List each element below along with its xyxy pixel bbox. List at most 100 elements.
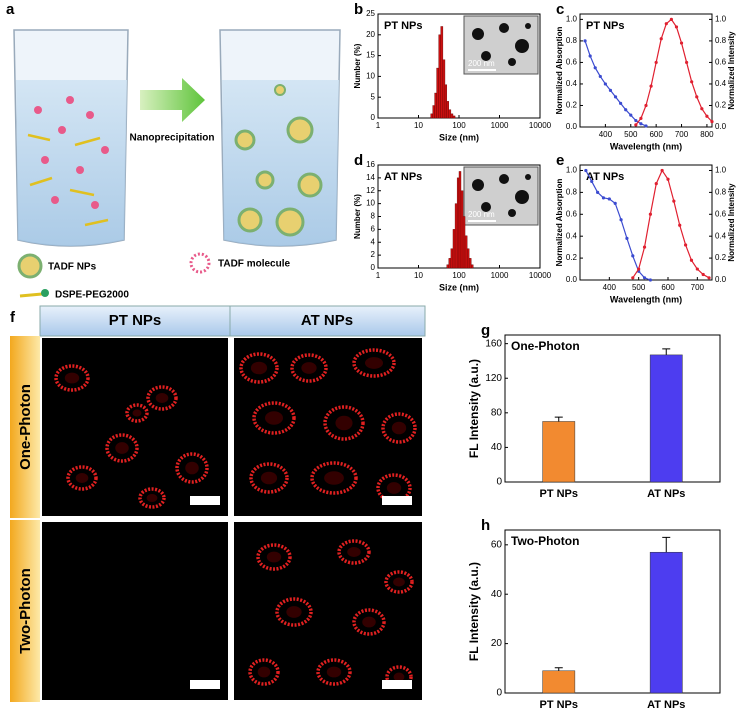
bar <box>542 421 576 483</box>
marker <box>666 177 670 181</box>
x-tick-label: 1000 <box>491 121 509 130</box>
legend-icon <box>41 289 49 297</box>
scale-bar <box>382 496 412 505</box>
chart-title: PT NPs <box>586 20 625 32</box>
plot-frame <box>579 164 713 281</box>
marker <box>613 95 618 99</box>
nucleus <box>115 442 129 454</box>
panel-label: f <box>10 309 16 326</box>
scale-bar <box>382 680 412 689</box>
y-axis-label: Number (%) <box>353 194 362 239</box>
marker <box>689 258 694 262</box>
y-tick-label: 0.6 <box>566 209 578 218</box>
y-tick-label: 1.0 <box>566 14 578 23</box>
marker <box>625 236 629 240</box>
marker <box>634 123 638 127</box>
bar <box>470 264 474 269</box>
cell <box>249 462 289 494</box>
x-tick-label: 100 <box>452 121 466 130</box>
nanoparticles <box>234 84 323 237</box>
bar <box>464 235 468 269</box>
row-header: Two-Photon <box>17 568 34 654</box>
y-tick-label: 0 <box>371 263 376 272</box>
marker <box>678 223 682 227</box>
y2-tick-label: 0.6 <box>715 58 727 67</box>
column-header: PT NPs <box>109 312 162 329</box>
marker <box>669 17 673 21</box>
molecules <box>34 96 109 209</box>
x-tick-label: 400 <box>603 283 617 292</box>
bar <box>448 109 452 119</box>
cell <box>125 403 149 423</box>
line <box>635 18 713 126</box>
y2-axis-label: Normalized Intensity <box>727 183 736 262</box>
y-tick-label: 160 <box>485 338 502 349</box>
marker <box>705 114 709 118</box>
particle <box>499 174 509 184</box>
nucleus <box>132 409 142 417</box>
nucleus <box>64 372 80 384</box>
marker <box>644 103 648 108</box>
bar <box>460 190 464 269</box>
particle <box>481 202 491 212</box>
particle <box>525 23 531 29</box>
y2-tick-label: 0.4 <box>715 231 727 240</box>
arrow <box>140 78 205 122</box>
y-tick-label: 120 <box>485 373 502 384</box>
bar <box>434 92 437 119</box>
y-tick-label: 0.2 <box>566 253 578 262</box>
header-cell <box>229 305 426 337</box>
row-cell <box>10 520 40 702</box>
y2-tick-label: 0.0 <box>715 275 727 284</box>
y2-tick-label: 1.0 <box>715 166 727 175</box>
y-axis-label: Normalized Absorption <box>555 27 564 115</box>
marker <box>672 199 676 203</box>
marker <box>624 108 628 112</box>
nucleus <box>393 577 405 587</box>
nucleus <box>365 357 383 369</box>
marker <box>664 22 668 26</box>
x-tick-label: 1 <box>376 121 381 130</box>
bar <box>649 551 683 694</box>
y-tick-label: 14 <box>366 173 375 182</box>
x-axis-label: Size (nm) <box>439 282 479 292</box>
scale-bar <box>190 496 220 505</box>
y-tick-label: 0.2 <box>566 101 578 110</box>
panel-a-illustration <box>13 29 341 298</box>
marker <box>613 201 617 205</box>
marker <box>648 278 653 282</box>
x-axis-label: Wavelength (nm) <box>610 294 682 304</box>
marker <box>684 243 688 247</box>
column-header: AT NPs <box>301 312 353 329</box>
y-tick-label: 80 <box>491 407 503 418</box>
header-cell <box>39 305 231 337</box>
particle <box>472 28 484 40</box>
cell <box>352 348 396 378</box>
particle <box>508 209 516 217</box>
marker <box>679 41 684 45</box>
marker <box>631 254 635 258</box>
marker <box>608 88 613 93</box>
bar <box>440 26 444 119</box>
bar <box>542 670 576 694</box>
y-tick-label: 40 <box>491 442 503 453</box>
chart-title: AT NPs <box>586 171 624 183</box>
y2-tick-label: 0.8 <box>715 187 727 196</box>
error-bar <box>662 536 671 553</box>
x-tick-label: 10000 <box>529 121 552 130</box>
x-tick-label: 500 <box>632 283 646 292</box>
x-tick-label: PT NPs <box>539 488 578 500</box>
marker <box>642 245 647 249</box>
row-cell <box>10 336 40 518</box>
y-tick-label: 4 <box>371 237 376 246</box>
nucleus <box>301 362 317 374</box>
panel-label: c <box>556 1 564 18</box>
x-tick-label: 600 <box>661 283 675 292</box>
cell <box>54 364 90 392</box>
panel-label: b <box>354 1 363 18</box>
bar <box>444 84 448 119</box>
marker <box>584 168 588 173</box>
error-bar <box>662 348 671 355</box>
y-tick-label: 0 <box>496 477 502 488</box>
